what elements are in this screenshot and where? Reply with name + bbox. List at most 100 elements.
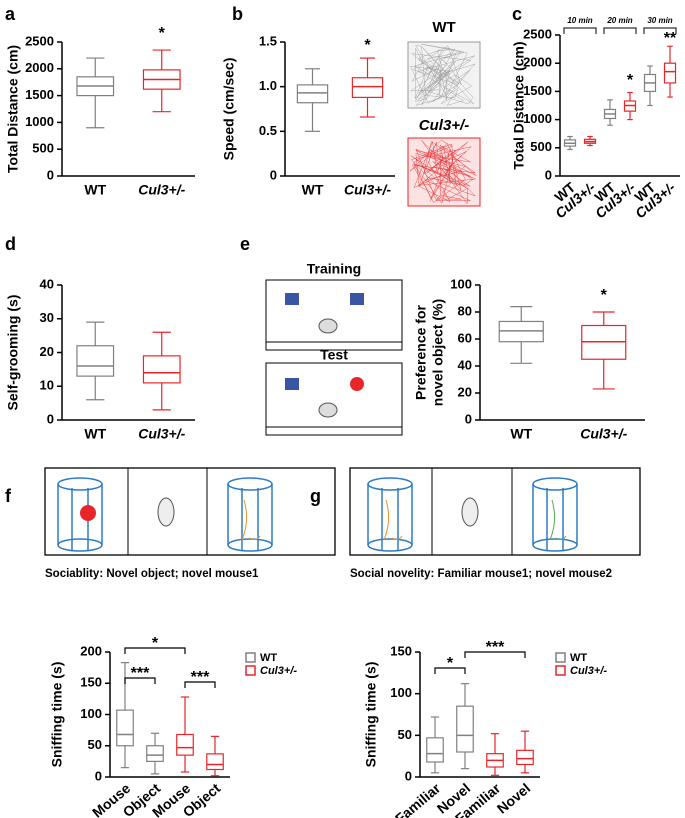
y-tick-label: 150 xyxy=(80,675,102,690)
box xyxy=(296,84,329,104)
panel-letter: g xyxy=(310,486,321,506)
period-bracket xyxy=(603,27,637,34)
x-tick-label: Cul3+/- xyxy=(344,182,391,198)
period-label: 30 min xyxy=(647,16,672,25)
significance: * xyxy=(152,635,159,652)
x-tick-label: WT xyxy=(84,426,106,442)
y-tick-label: 2500 xyxy=(523,26,552,41)
box xyxy=(116,709,134,747)
y-tick-label: 1000 xyxy=(523,111,552,126)
x-tick-label: Familiar xyxy=(392,780,444,818)
y-tick-label: 30 xyxy=(40,310,54,325)
y-tick-label: 80 xyxy=(458,303,472,318)
y-tick-label: 0 xyxy=(545,167,552,182)
y-axis-label: Total Distance (cm) xyxy=(511,41,527,169)
y-tick-label: 40 xyxy=(40,276,54,291)
box xyxy=(206,753,224,771)
sig-bracket xyxy=(464,651,526,658)
y-tick-label: 1500 xyxy=(25,87,54,102)
y-axis-label: Preference for xyxy=(413,304,429,399)
y-tick-label: 0 xyxy=(270,167,277,182)
y-tick-label: 2000 xyxy=(25,60,54,75)
y-tick-label: 0 xyxy=(95,768,102,783)
sociability-box xyxy=(44,467,336,556)
y-axis-label: Sniffing time (s) xyxy=(363,662,379,768)
y-tick-label: 2500 xyxy=(25,33,54,48)
legend-label: Cul3+/- xyxy=(260,665,297,677)
caption: Social novelity: Familiar mouse1; novel … xyxy=(350,568,612,580)
sig-bracket xyxy=(184,681,216,688)
panel-letter: f xyxy=(5,486,12,506)
y-tick-label: 200 xyxy=(80,643,102,658)
y-axis-label: Sniffing time (s) xyxy=(49,662,65,768)
significance: *** xyxy=(486,639,505,656)
y-axis-label: novel object (%) xyxy=(430,299,446,406)
significance: *** xyxy=(131,665,150,682)
panel-letter: d xyxy=(5,234,16,254)
significance: * xyxy=(447,655,454,672)
legend-swatch xyxy=(245,652,256,663)
box xyxy=(456,705,474,753)
y-tick-label: 1000 xyxy=(25,114,54,129)
test-arena xyxy=(265,362,403,436)
trace-lines xyxy=(409,43,477,205)
legend-label: WT xyxy=(260,652,277,664)
box xyxy=(516,749,534,766)
training-arena xyxy=(265,279,403,351)
significance: * xyxy=(364,37,371,54)
x-tick-label: Cul3+/- xyxy=(138,426,185,442)
panel-letter: c xyxy=(512,4,522,24)
y-tick-label: 100 xyxy=(450,276,472,291)
y-tick-label: 50 xyxy=(398,727,412,742)
legend-swatch xyxy=(555,665,566,676)
significance: ** xyxy=(664,30,677,47)
y-tick-label: 150 xyxy=(390,643,412,658)
y-tick-label: 20 xyxy=(40,344,54,359)
significance: * xyxy=(601,287,608,304)
x-tick-label: WT xyxy=(84,182,106,198)
trace-label: Cul3+/- xyxy=(419,117,469,134)
x-tick-label: WT xyxy=(302,182,324,198)
x-tick-label: WT xyxy=(510,426,532,442)
y-tick-label: 20 xyxy=(458,384,472,399)
period-bracket xyxy=(563,27,597,34)
y-tick-label: 0 xyxy=(405,768,412,783)
box xyxy=(351,77,384,98)
panel-letter: a xyxy=(5,4,16,24)
legend-swatch xyxy=(245,665,256,676)
sig-bracket xyxy=(124,677,156,684)
significance: * xyxy=(159,25,166,42)
box xyxy=(76,345,115,377)
y-tick-label: 500 xyxy=(32,141,54,156)
y-tick-label: 40 xyxy=(458,357,472,372)
y-tick-label: 0.5 xyxy=(259,123,277,138)
trace-label: WT xyxy=(432,19,455,36)
y-tick-label: 10 xyxy=(40,378,54,393)
y-tick-label: 2000 xyxy=(523,55,552,70)
significance: * xyxy=(627,72,634,89)
y-tick-label: 0 xyxy=(47,167,54,182)
diagram-label: Training xyxy=(307,261,361,277)
y-tick-label: 1.0 xyxy=(259,78,277,93)
sig-bracket xyxy=(434,667,466,674)
box xyxy=(146,745,164,762)
y-tick-label: 1500 xyxy=(523,83,552,98)
period-label: 10 min xyxy=(567,16,592,25)
panel-letter: e xyxy=(240,234,250,254)
y-tick-label: 1.5 xyxy=(259,33,277,48)
y-axis-label: Total Distance (cm) xyxy=(5,45,21,173)
wt-trace xyxy=(407,41,481,109)
caption: Sociablity: Novel object; novel mouse1 xyxy=(45,568,259,580)
sig-bracket xyxy=(124,647,186,654)
legend-label: Cul3+/- xyxy=(570,665,607,677)
significance: *** xyxy=(191,669,210,686)
box xyxy=(663,62,677,84)
y-tick-label: 50 xyxy=(88,737,102,752)
panel-letter: b xyxy=(232,4,243,24)
box xyxy=(426,737,444,763)
trace xyxy=(409,139,477,205)
x-tick-label: Novel xyxy=(494,780,533,817)
y-axis-label: Self-grooming (s) xyxy=(5,295,21,411)
y-axis-label: Speed (cm/sec) xyxy=(221,58,237,161)
y-tick-label: 0 xyxy=(47,411,54,426)
